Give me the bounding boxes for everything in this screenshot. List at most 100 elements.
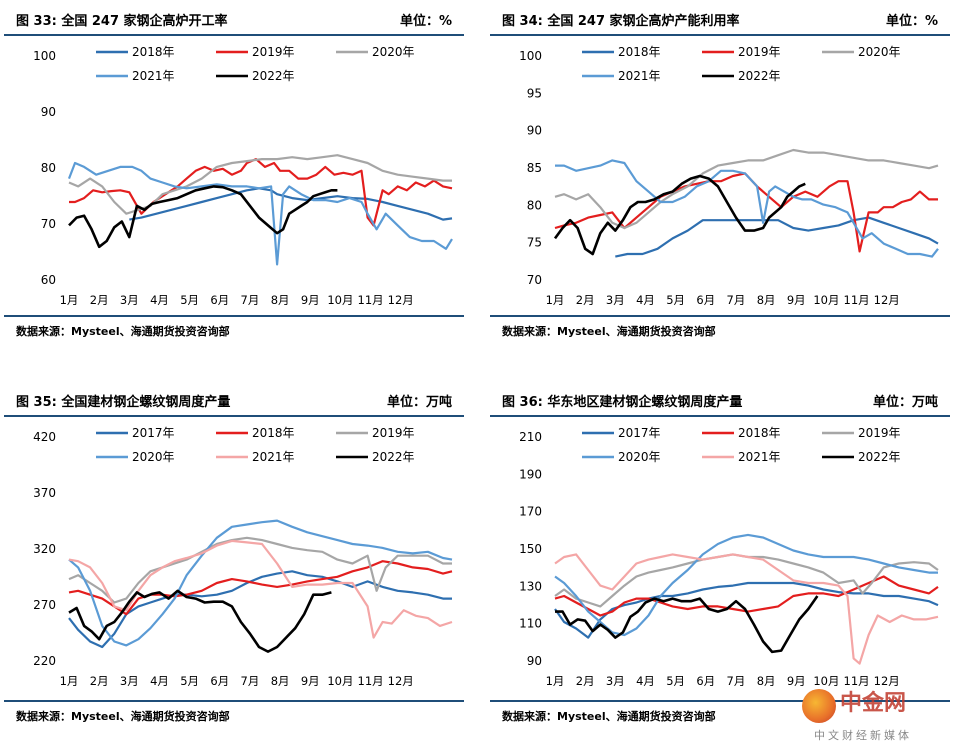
series-line — [68, 154, 452, 215]
chart-panel-34: 图 34: 全国 247 家钢企高炉产能利用率 单位：% 70 75 80 85 90 9… — [490, 2, 950, 342]
line-chart: 60 70 80 90 100 1月 2月 3月 4月 5月 6月 7月 8月 9月 10月 11月 12月 20… — [33, 45, 453, 307]
x-tick-label: 7月 — [727, 674, 746, 688]
x-tick-label: 11月 — [844, 674, 870, 688]
x-tick-label: 11月 — [358, 293, 384, 307]
x-tick-label: 5月 — [180, 674, 199, 688]
figure-footer: 数据来源：Mysteel、海通期货投资咨询部 — [4, 315, 464, 343]
legend-entry: 2021年 — [132, 69, 175, 83]
series-line — [555, 595, 819, 654]
x-tick-label: 1月 — [546, 674, 565, 688]
legend-entry: 2017年 — [132, 426, 175, 440]
x-tick-label: 5月 — [180, 293, 199, 307]
y-tick-label: 100 — [519, 49, 542, 63]
chart-panel-35: 图 35: 全国建材钢企螺纹钢周度产量 单位：万吨 220 270 320 370 42… — [4, 383, 464, 728]
watermark: 中金网 中文财经新媒体 — [800, 685, 950, 751]
y-tick-label: 420 — [33, 430, 56, 444]
x-tick-label: 7月 — [727, 293, 746, 307]
x-tick-label: 8月 — [271, 293, 290, 307]
figure-title: 图 36: 华东地区建材钢企螺纹钢周度产量 — [502, 395, 743, 410]
y-tick-label: 70 — [527, 273, 542, 287]
x-tick-label: 4月 — [636, 674, 655, 688]
y-tick-label: 190 — [519, 467, 542, 481]
legend-entry: 2022年 — [252, 69, 295, 83]
x-tick-label: 2月 — [576, 674, 595, 688]
y-tick-label: 110 — [519, 617, 542, 631]
y-tick-label: 90 — [41, 105, 56, 119]
legend-entry: 2018年 — [618, 45, 661, 59]
y-tick-label: 80 — [527, 198, 542, 212]
line-chart: 90 110 130 150 170 190 210 1月 2月 3月 4月 5月 6月 7月 8月 9月 10… — [519, 426, 939, 688]
x-tick-label: 1月 — [60, 293, 79, 307]
y-tick-label: 85 — [527, 161, 542, 175]
x-tick-label: 1月 — [546, 293, 565, 307]
y-tick-label: 90 — [527, 124, 542, 138]
y-tick-label: 90 — [527, 654, 542, 668]
figure-footer: 数据来源：Mysteel、海通期货投资咨询部 — [490, 700, 950, 728]
legend-entry: 2022年 — [738, 69, 781, 83]
legend-entry: 2019年 — [372, 426, 415, 440]
watermark-subtitle: 中文财经新媒体 — [814, 729, 912, 742]
figure-title: 图 33: 全国 247 家钢企高炉开工率 — [16, 14, 228, 29]
series-line — [69, 157, 453, 227]
legend-entry: 2019年 — [252, 45, 295, 59]
y-tick-label: 370 — [33, 486, 56, 500]
x-tick-label: 10月 — [813, 293, 839, 307]
figure-unit: 单位：% — [885, 14, 938, 29]
watermark-logo-icon — [802, 689, 836, 723]
x-tick-label: 9月 — [787, 293, 806, 307]
legend-entry: 2021年 — [738, 450, 781, 464]
x-tick-label: 12月 — [874, 674, 900, 688]
y-tick-label: 60 — [41, 273, 56, 287]
series-line — [67, 161, 453, 266]
y-tick-label: 150 — [519, 542, 542, 556]
series-line — [129, 187, 453, 221]
x-tick-label: 2月 — [90, 674, 109, 688]
x-tick-label: 2月 — [576, 293, 595, 307]
figure-title: 图 34: 全国 247 家钢企高炉产能利用率 — [502, 14, 740, 29]
series-line — [68, 589, 332, 653]
legend-entry: 2020年 — [372, 45, 415, 59]
series-line — [68, 570, 452, 649]
watermark-name: 中金网 — [840, 691, 907, 716]
y-tick-label: 130 — [519, 579, 542, 593]
x-tick-label: 6月 — [210, 674, 229, 688]
legend-entry: 2020年 — [132, 450, 175, 464]
legend-entry: 2020年 — [618, 450, 661, 464]
series-line — [554, 533, 938, 637]
chart-panel-36: 图 36: 华东地区建材钢企螺纹钢周度产量 单位：万吨 90 110 130 150 1… — [490, 383, 950, 728]
line-chart: 70 75 80 85 90 95 100 1月 2月 3月 4月 5月 6月 7月 8月 9月 10月 11月 1… — [519, 45, 939, 307]
data-source: 数据来源：Mysteel、海通期货投资咨询部 — [16, 710, 230, 723]
x-tick-label: 12月 — [874, 293, 900, 307]
x-tick-label: 2月 — [90, 293, 109, 307]
x-tick-label: 12月 — [388, 674, 414, 688]
legend-entry: 2019年 — [858, 426, 901, 440]
legend-entry: 2022年 — [858, 450, 901, 464]
y-tick-label: 220 — [33, 654, 56, 668]
series-line — [68, 185, 338, 249]
x-tick-label: 7月 — [241, 674, 260, 688]
series-line — [554, 553, 939, 665]
figure-unit: 单位：万吨 — [872, 395, 938, 410]
x-tick-label: 6月 — [696, 674, 715, 688]
x-tick-label: 8月 — [757, 293, 776, 307]
x-tick-label: 6月 — [210, 293, 229, 307]
series-line — [553, 174, 806, 256]
x-tick-label: 1月 — [60, 674, 79, 688]
data-source: 数据来源：Mysteel、海通期货投资咨询部 — [16, 325, 230, 338]
y-tick-label: 100 — [33, 49, 56, 63]
y-tick-label: 320 — [33, 542, 56, 556]
legend-entry: 2018年 — [252, 426, 295, 440]
x-tick-label: 9月 — [787, 674, 806, 688]
y-tick-label: 80 — [41, 161, 56, 175]
figure-header: 图 36: 华东地区建材钢企螺纹钢周度产量 单位：万吨 — [490, 383, 950, 417]
series-line — [68, 539, 453, 639]
y-tick-label: 170 — [519, 505, 542, 519]
series-line — [68, 536, 452, 604]
figure-header: 图 34: 全国 247 家钢企高炉产能利用率 单位：% — [490, 2, 950, 36]
y-tick-label: 210 — [519, 430, 542, 444]
figure-unit: 单位：万吨 — [386, 395, 452, 410]
x-tick-label: 4月 — [636, 293, 655, 307]
line-chart: 220 270 320 370 420 1月 2月 3月 4月 5月 6月 7月 8月 9月 10月 11月 1… — [33, 426, 453, 688]
series-line — [615, 216, 939, 258]
x-tick-label: 3月 — [120, 674, 139, 688]
